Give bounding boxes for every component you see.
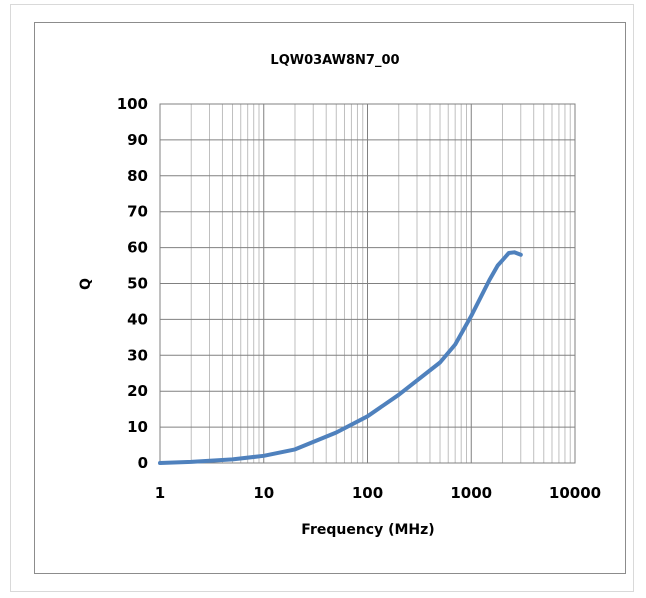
y-tick-label: 70 bbox=[127, 203, 148, 221]
y-tick-label: 0 bbox=[138, 454, 148, 472]
y-tick-labels: 0 10 20 30 40 50 60 70 80 90 100 bbox=[117, 95, 148, 472]
plot-area-border bbox=[159, 103, 576, 464]
y-tick-label: 60 bbox=[127, 239, 148, 257]
y-tick-label: 100 bbox=[117, 95, 148, 113]
y-tick-label: 30 bbox=[127, 346, 148, 364]
x-axis-label: Frequency (MHz) bbox=[301, 522, 434, 538]
x-tick-labels: 1 10 100 1000 10000 bbox=[155, 484, 601, 502]
series-line-0 bbox=[158, 250, 523, 465]
x-tick-label: 10000 bbox=[549, 484, 601, 502]
y-tick-label: 80 bbox=[127, 167, 148, 185]
y-tick-label: 50 bbox=[127, 275, 148, 293]
y-tick-label: 90 bbox=[127, 131, 148, 149]
y-axis-label: Q bbox=[78, 278, 94, 290]
x-tick-label: 1 bbox=[155, 484, 165, 502]
y-tick-label: 40 bbox=[127, 310, 148, 328]
y-tick-label: 10 bbox=[127, 418, 148, 436]
grid bbox=[159, 103, 575, 464]
x-tick-label: 100 bbox=[352, 484, 383, 502]
outer-frame bbox=[10, 4, 634, 592]
chart-frame bbox=[34, 22, 626, 574]
y-tick-label: 20 bbox=[127, 382, 148, 400]
chart-title: LQW03AW8N7_00 bbox=[270, 53, 399, 68]
series-group bbox=[158, 250, 523, 465]
x-tick-label: 1000 bbox=[450, 484, 492, 502]
x-tick-label: 10 bbox=[253, 484, 274, 502]
